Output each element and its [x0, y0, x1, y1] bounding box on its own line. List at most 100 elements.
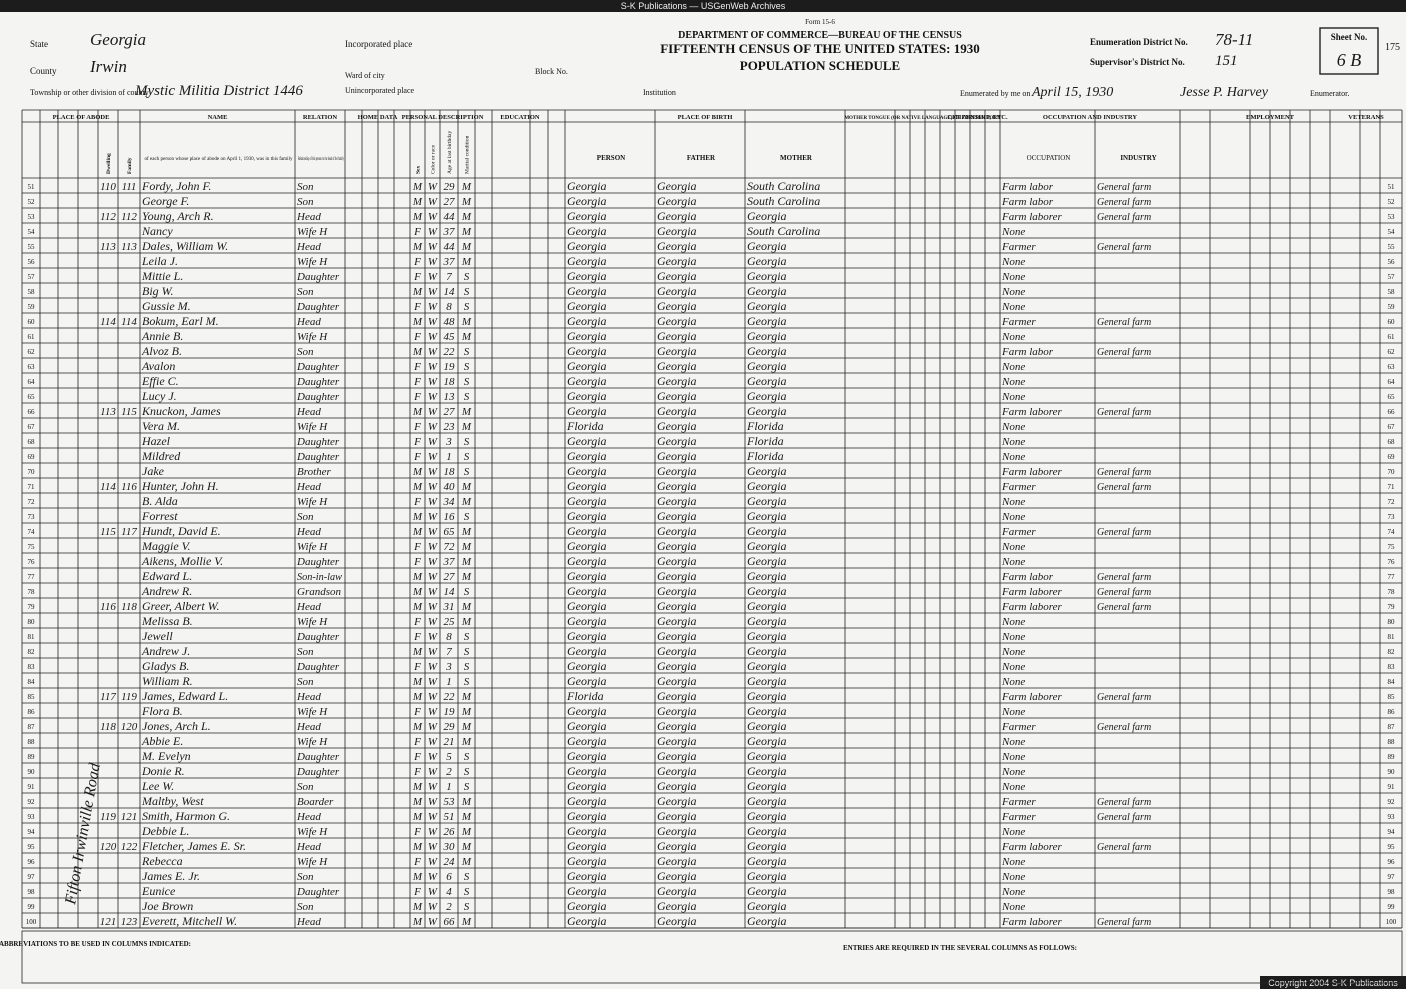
cell-age: 1 — [446, 676, 452, 688]
cell-fbp: Georgia — [657, 689, 697, 703]
cell-mbp: Georgia — [747, 299, 787, 313]
cell-rel: Daughter — [296, 751, 340, 763]
form-no: Form 15-6 — [805, 18, 835, 26]
cell-fam: 121 — [121, 811, 138, 823]
cell-race: W — [428, 226, 438, 238]
cell-sex: M — [412, 286, 423, 298]
cell-ms: M — [461, 796, 472, 808]
line-number: 90 — [28, 768, 36, 776]
cell-bp: Georgia — [567, 539, 607, 553]
cell-race: W — [428, 856, 438, 868]
cell-name: Joe Brown — [142, 899, 193, 913]
cell-occ: Farm laborer — [1001, 691, 1063, 703]
cell-fam: 118 — [121, 601, 137, 613]
line-number: 98 — [1388, 888, 1396, 896]
cell-ms: S — [464, 451, 470, 463]
cell-age: 37 — [443, 556, 456, 568]
line-number: 77 — [28, 573, 36, 581]
cell-race: W — [428, 571, 438, 583]
cell-rel: Wife H — [297, 421, 328, 433]
cell-fbp: Georgia — [657, 239, 697, 253]
cell-mbp: Georgia — [747, 689, 787, 703]
cell-bp: Georgia — [567, 239, 607, 253]
cell-sex: F — [413, 661, 421, 673]
line-number: 66 — [1388, 408, 1396, 416]
line-number: 94 — [28, 828, 36, 836]
line-number: 71 — [1388, 483, 1396, 491]
cell-occ: Farm laborer — [1001, 916, 1063, 928]
cell-fbp: Georgia — [657, 749, 697, 763]
cell-dw: 114 — [100, 316, 116, 328]
cell-ms: M — [461, 691, 472, 703]
cell-ms: S — [464, 466, 470, 478]
cell-ms: M — [461, 226, 472, 238]
cell-mbp: Georgia — [747, 914, 787, 928]
cell-name: Fordy, John F. — [141, 179, 211, 193]
cell-ms: M — [461, 856, 472, 868]
line-number: 64 — [28, 378, 36, 386]
cell-fbp: Georgia — [657, 539, 697, 553]
cell-dw: 115 — [100, 526, 116, 538]
cell-dw: 114 — [100, 481, 116, 493]
cell-ind: General farm — [1097, 197, 1151, 208]
cell-age: 30 — [443, 841, 456, 853]
cell-rel: Wife H — [297, 706, 328, 718]
cell-fam: 113 — [121, 241, 137, 253]
cell-mbp: Georgia — [747, 839, 787, 853]
cell-bp: Georgia — [567, 869, 607, 883]
cell-fbp: Georgia — [657, 644, 697, 658]
line-number: 65 — [1388, 393, 1396, 401]
cell-mbp: Georgia — [747, 254, 787, 268]
cell-name: Aikens, Mollie V. — [141, 554, 223, 568]
cell-ms: M — [461, 241, 472, 253]
cell-race: W — [428, 631, 438, 643]
cell-mbp: Georgia — [747, 899, 787, 913]
cell-ms: S — [464, 286, 470, 298]
cell-mbp: Georgia — [747, 344, 787, 358]
cell-occ: None — [1001, 541, 1025, 553]
cell-fam: 114 — [121, 316, 137, 328]
cell-fam: 112 — [121, 211, 137, 223]
cell-fbp: Georgia — [657, 839, 697, 853]
cell-name: Edward L. — [141, 569, 192, 583]
cell-ms: S — [464, 646, 470, 658]
cell-sex: M — [412, 601, 423, 613]
cell-rel: Wife H — [297, 331, 328, 343]
cell-occ: None — [1001, 361, 1025, 373]
cell-ind: General farm — [1097, 917, 1151, 928]
cell-ms: M — [461, 196, 472, 208]
cell-occ: Farmer — [1001, 811, 1036, 823]
cell-name: M. Evelyn — [141, 749, 191, 763]
title: FIFTEENTH CENSUS OF THE UNITED STATES: 1… — [660, 41, 980, 56]
cell-fbp: Georgia — [657, 659, 697, 673]
line-number: 54 — [28, 228, 36, 236]
cell-bp: Georgia — [567, 509, 607, 523]
cell-ind: General farm — [1097, 722, 1151, 733]
cell-bp: Georgia — [567, 779, 607, 793]
cell-race: W — [428, 376, 438, 388]
cell-name: Everett, Mitchell W. — [141, 914, 237, 928]
cell-mbp: Georgia — [747, 734, 787, 748]
cell-bp: Georgia — [567, 209, 607, 223]
cell-occ: Farm laborer — [1001, 406, 1063, 418]
cell-mbp: Georgia — [747, 269, 787, 283]
cell-sex: F — [413, 496, 421, 508]
line-number: 61 — [1388, 333, 1396, 341]
cell-rel: Head — [296, 916, 321, 928]
line-number: 60 — [28, 318, 36, 326]
line-number: 86 — [1388, 708, 1396, 716]
cell-occ: None — [1001, 556, 1025, 568]
entries-note: ENTRIES ARE REQUIRED IN THE SEVERAL COLU… — [843, 944, 1077, 952]
group-heading: NAME — [208, 114, 228, 121]
cell-mbp: Georgia — [747, 569, 787, 583]
cell-ms: S — [464, 301, 470, 313]
cell-rel: Wife H — [297, 826, 328, 838]
line-number: 51 — [1388, 183, 1396, 191]
cell-fbp: Georgia — [657, 329, 697, 343]
column-heading: Color or race — [431, 144, 437, 174]
department: DEPARTMENT OF COMMERCE—BUREAU OF THE CEN… — [678, 30, 962, 41]
cell-dw: 110 — [100, 181, 116, 193]
line-number: 68 — [1388, 438, 1396, 446]
cell-mbp: Georgia — [747, 599, 787, 613]
